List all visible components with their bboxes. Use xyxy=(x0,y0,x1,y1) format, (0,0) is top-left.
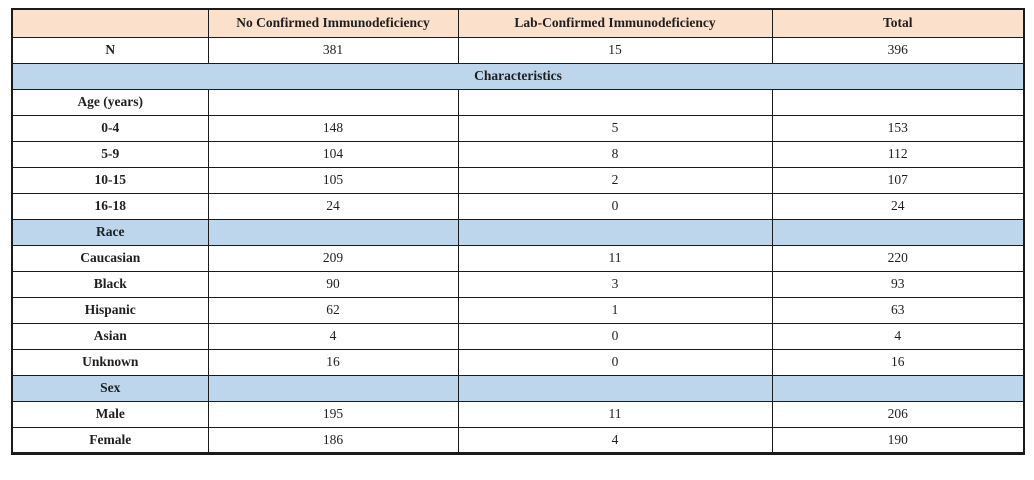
row-age-10-15: 10-15 105 2 107 xyxy=(11,166,1025,194)
value-cell: 381 xyxy=(207,36,459,64)
row-label: 5-9 xyxy=(11,140,209,168)
value-cell: 209 xyxy=(207,244,459,272)
row-n: N 381 15 396 xyxy=(11,36,1025,64)
row-sex-male: Male 195 11 206 xyxy=(11,400,1025,428)
row-race-hispanic: Hispanic 62 1 63 xyxy=(11,296,1025,324)
empty-cell xyxy=(771,218,1025,246)
header-row: No Confirmed Immunodeficiency Lab-Confir… xyxy=(11,8,1025,38)
value-cell: 112 xyxy=(771,140,1025,168)
value-cell: 2 xyxy=(457,166,773,194)
row-label: 0-4 xyxy=(11,114,209,142)
empty-cell xyxy=(457,88,773,116)
value-cell: 11 xyxy=(457,400,773,428)
column-header-lab-confirmed-immunodeficiency: Lab-Confirmed Immunodeficiency xyxy=(457,8,773,38)
value-cell: 104 xyxy=(207,140,459,168)
empty-cell xyxy=(771,88,1025,116)
row-race-unknown: Unknown 16 0 16 xyxy=(11,348,1025,376)
column-header-total: Total xyxy=(771,8,1025,38)
row-race-asian: Asian 4 0 4 xyxy=(11,322,1025,350)
value-cell: 190 xyxy=(771,426,1025,454)
row-label: Unknown xyxy=(11,348,209,376)
value-cell: 195 xyxy=(207,400,459,428)
column-header-empty xyxy=(11,8,209,38)
row-label: Female xyxy=(11,426,209,454)
row-label-n: N xyxy=(11,36,209,64)
value-cell: 15 xyxy=(457,36,773,64)
row-age-0-4: 0-4 148 5 153 xyxy=(11,114,1025,142)
row-race-caucasian: Caucasian 209 11 220 xyxy=(11,244,1025,272)
demographics-table: No Confirmed Immunodeficiency Lab-Confir… xyxy=(11,8,1025,455)
row-label: 10-15 xyxy=(11,166,209,194)
value-cell: 24 xyxy=(207,192,459,220)
row-label: Male xyxy=(11,400,209,428)
value-cell: 153 xyxy=(771,114,1025,142)
empty-cell xyxy=(457,374,773,402)
value-cell: 1 xyxy=(457,296,773,324)
value-cell: 16 xyxy=(207,348,459,376)
group-header-row-sex: Sex xyxy=(11,374,1025,402)
row-sex-female: Female 186 4 190 xyxy=(11,426,1025,454)
column-header-no-confirmed-immunodeficiency: No Confirmed Immunodeficiency xyxy=(207,8,459,38)
row-label: Black xyxy=(11,270,209,298)
group-label-age: Age (years) xyxy=(11,88,209,116)
empty-cell xyxy=(457,218,773,246)
value-cell: 148 xyxy=(207,114,459,142)
value-cell: 62 xyxy=(207,296,459,324)
value-cell: 3 xyxy=(457,270,773,298)
value-cell: 105 xyxy=(207,166,459,194)
value-cell: 4 xyxy=(771,322,1025,350)
value-cell: 220 xyxy=(771,244,1025,272)
value-cell: 0 xyxy=(457,322,773,350)
row-race-black: Black 90 3 93 xyxy=(11,270,1025,298)
row-label: Caucasian xyxy=(11,244,209,272)
value-cell: 63 xyxy=(771,296,1025,324)
value-cell: 396 xyxy=(771,36,1025,64)
group-header-row-race: Race xyxy=(11,218,1025,246)
empty-cell xyxy=(771,374,1025,402)
value-cell: 16 xyxy=(771,348,1025,376)
value-cell: 5 xyxy=(457,114,773,142)
value-cell: 206 xyxy=(771,400,1025,428)
row-label: 16-18 xyxy=(11,192,209,220)
value-cell: 0 xyxy=(457,348,773,376)
row-label: Asian xyxy=(11,322,209,350)
value-cell: 11 xyxy=(457,244,773,272)
value-cell: 90 xyxy=(207,270,459,298)
group-label-sex: Sex xyxy=(11,374,209,402)
value-cell: 8 xyxy=(457,140,773,168)
value-cell: 93 xyxy=(771,270,1025,298)
value-cell: 107 xyxy=(771,166,1025,194)
group-header-row-age: Age (years) xyxy=(11,88,1025,116)
empty-cell xyxy=(207,218,459,246)
value-cell: 24 xyxy=(771,192,1025,220)
characteristics-banner-row: Characteristics xyxy=(11,62,1025,90)
empty-cell xyxy=(207,88,459,116)
characteristics-banner: Characteristics xyxy=(11,62,1025,90)
group-label-race: Race xyxy=(11,218,209,246)
row-age-5-9: 5-9 104 8 112 xyxy=(11,140,1025,168)
empty-cell xyxy=(207,374,459,402)
row-age-16-18: 16-18 24 0 24 xyxy=(11,192,1025,220)
value-cell: 4 xyxy=(207,322,459,350)
row-label: Hispanic xyxy=(11,296,209,324)
value-cell: 186 xyxy=(207,426,459,454)
value-cell: 0 xyxy=(457,192,773,220)
value-cell: 4 xyxy=(457,426,773,454)
